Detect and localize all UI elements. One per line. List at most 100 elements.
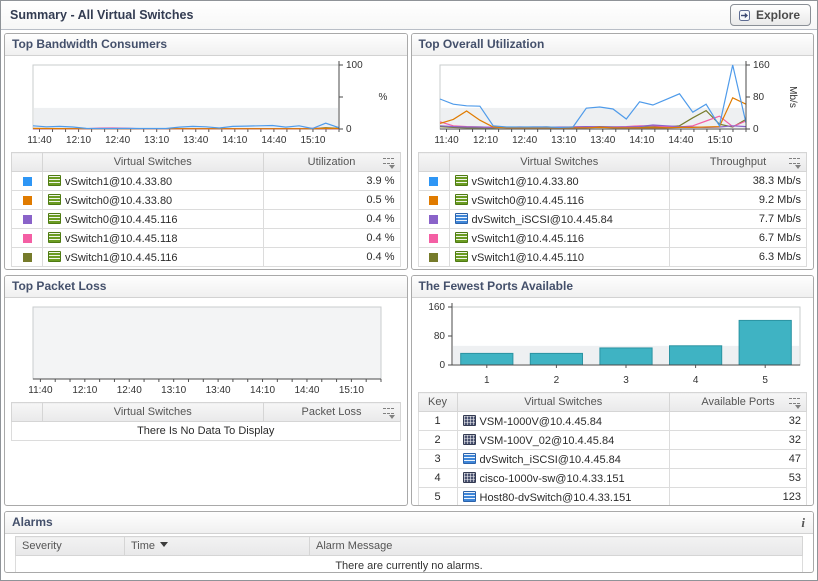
column-header-available-ports[interactable]: Available Ports [669, 392, 807, 412]
no-data-message: There Is No Data To Display [11, 421, 401, 441]
switch-name[interactable]: vSwitch1@10.4.45.110 [471, 251, 584, 264]
svg-text:12:40: 12:40 [117, 385, 142, 396]
svg-text:3: 3 [623, 375, 629, 386]
table-row-empty: There are currently no alarms. [15, 555, 803, 572]
panel-title: Alarms i [5, 512, 813, 534]
switch-name[interactable]: VSM-100V_02@10.4.45.84 [479, 434, 615, 447]
svg-text:15:10: 15:10 [707, 135, 732, 146]
svg-text:%: % [379, 92, 388, 103]
table-row[interactable]: vSwitch1@10.4.45.116 0.4 % [11, 247, 401, 267]
column-header-severity[interactable]: Severity [15, 536, 125, 556]
panel-top-packet-loss: Top Packet Loss 11:40 12:10 12:40 13:10 13:4… [4, 275, 408, 506]
row-key: 2 [417, 430, 458, 450]
column-header-packet-loss[interactable]: Packet Loss [262, 402, 401, 422]
swatch-column-header [11, 152, 43, 172]
svg-text:160: 160 [428, 302, 445, 313]
no-alarms-message: There are currently no alarms. [15, 555, 803, 572]
packet-loss-chart[interactable]: 11:40 12:10 12:40 13:10 13:40 14:10 14:40 15:10 [7, 299, 403, 401]
column-header-virtual-switches[interactable]: Virtual Switches [42, 152, 264, 172]
table-row[interactable]: vSwitch1@10.4.45.118 0.4 % [11, 228, 401, 248]
row-value: 32 [669, 430, 807, 450]
ports-table: Key Virtual Switches Available Ports 1 VS… [417, 392, 807, 505]
table-row[interactable]: vSwitch0@10.4.45.116 0.4 % [11, 209, 401, 229]
table-row[interactable]: dvSwitch_iSCSI@10.4.45.84 7.7 Mb/s [417, 209, 807, 229]
switch-name[interactable]: Host80-dvSwitch@10.4.33.151 [479, 491, 632, 504]
svg-text:14:10: 14:10 [222, 135, 247, 146]
row-value: 38.3 Mb/s [669, 171, 807, 191]
column-header-key[interactable]: Key [417, 392, 458, 412]
svg-text:80: 80 [753, 92, 765, 103]
column-header-utilization[interactable]: Utilization [262, 152, 401, 172]
vswitch-cisco-icon [462, 433, 476, 445]
table-options-icon[interactable] [382, 157, 397, 169]
switch-name[interactable]: cisco-1000v-sw@10.4.33.151 [479, 472, 625, 485]
vswitch-standard-icon [454, 231, 468, 243]
row-value: 53 [669, 468, 807, 488]
utilization-line-chart[interactable]: 11:40 12:10 12:40 13:10 13:40 14:10 14:40 15:10… [414, 57, 810, 151]
switch-name[interactable]: vSwitch1@10.4.33.80 [65, 175, 173, 188]
column-header-virtual-switches[interactable]: Virtual Switches [456, 392, 670, 412]
switch-name[interactable]: vSwitch0@10.4.45.116 [65, 213, 178, 226]
svg-text:80: 80 [433, 331, 445, 342]
svg-text:12:10: 12:10 [72, 385, 97, 396]
svg-text:12:10: 12:10 [473, 135, 498, 146]
explore-button[interactable]: Explore [729, 4, 811, 26]
row-value: 0.4 % [262, 247, 401, 267]
panel-fewest-ports-available: The Fewest Ports Available 0 80 160 1 2 3 4 5 K… [410, 275, 814, 506]
vswitch-standard-icon [48, 231, 61, 243]
info-icon[interactable]: i [801, 515, 805, 530]
table-row[interactable]: 1 VSM-1000V@10.4.45.84 32 [417, 411, 807, 431]
page-title: Summary - All Virtual Switches [10, 8, 194, 22]
panel-title: The Fewest Ports Available [411, 276, 813, 298]
svg-text:12:40: 12:40 [512, 135, 537, 146]
switch-name[interactable]: dvSwitch_iSCSI@10.4.45.84 [471, 213, 613, 226]
column-header-virtual-switches[interactable]: Virtual Switches [448, 152, 670, 172]
column-header-time[interactable]: Time [124, 536, 310, 556]
panel-title: Top Overall Utilization [411, 34, 813, 56]
svg-text:13:10: 13:10 [551, 135, 576, 146]
switch-name[interactable]: dvSwitch_iSCSI@10.4.45.84 [479, 453, 621, 466]
table-row[interactable]: 4 cisco-1000v-sw@10.4.33.151 53 [417, 468, 807, 488]
table-row-empty: There Is No Data To Display [11, 421, 401, 441]
table-row[interactable]: vSwitch1@10.4.33.80 3.9 % [11, 171, 401, 191]
table-options-icon[interactable] [382, 407, 397, 419]
svg-text:15:10: 15:10 [339, 385, 364, 396]
vswitch-standard-icon [48, 212, 61, 224]
switch-name[interactable]: vSwitch1@10.4.45.118 [65, 232, 178, 245]
dashboard-header: Summary - All Virtual Switches Explore [1, 1, 817, 30]
switch-name[interactable]: vSwitch0@10.4.33.80 [65, 194, 173, 207]
panel-alarms: Alarms i Severity Time Alarm Message The… [4, 511, 814, 573]
row-value: 0.4 % [262, 228, 401, 248]
table-row[interactable]: 2 VSM-100V_02@10.4.45.84 32 [417, 430, 807, 450]
vswitch-standard-icon [454, 193, 468, 205]
available-ports-bar-chart[interactable]: 0 80 160 1 2 3 4 5 [414, 299, 810, 391]
svg-text:0: 0 [753, 124, 759, 135]
explore-label: Explore [755, 8, 800, 22]
row-value: 47 [669, 449, 807, 469]
column-header-virtual-switches[interactable]: Virtual Switches [42, 402, 264, 422]
switch-name[interactable]: vSwitch1@10.4.45.116 [65, 251, 178, 264]
table-row[interactable]: vSwitch0@10.4.45.116 9.2 Mb/s [417, 190, 807, 210]
switch-name[interactable]: VSM-1000V@10.4.45.84 [479, 415, 602, 428]
table-options-icon[interactable] [789, 157, 803, 169]
svg-text:13:40: 13:40 [590, 135, 615, 146]
table-row[interactable]: vSwitch1@10.4.45.116 6.7 Mb/s [417, 228, 807, 248]
table-row[interactable]: 3 dvSwitch_iSCSI@10.4.45.84 47 [417, 449, 807, 469]
table-row[interactable]: vSwitch1@10.4.33.80 38.3 Mb/s [417, 171, 807, 191]
panel-title: Top Packet Loss [5, 276, 407, 298]
series-color-swatch [22, 176, 32, 186]
table-row[interactable]: vSwitch1@10.4.45.110 6.3 Mb/s [417, 247, 807, 267]
switch-name[interactable]: vSwitch0@10.4.45.116 [471, 194, 584, 207]
switch-name[interactable]: vSwitch1@10.4.45.116 [471, 232, 584, 245]
bandwidth-line-chart[interactable]: 11:40 12:10 12:40 13:10 13:40 14:10 14:40 15:10… [7, 57, 403, 151]
column-header-throughput[interactable]: Throughput [669, 152, 807, 172]
svg-text:14:40: 14:40 [261, 135, 286, 146]
table-options-icon[interactable] [789, 397, 803, 409]
table-row[interactable]: vSwitch0@10.4.33.80 0.5 % [11, 190, 401, 210]
table-row[interactable]: 5 Host80-dvSwitch@10.4.33.151 123 [417, 487, 807, 505]
packet-loss-table: Virtual Switches Packet Loss There Is No… [11, 402, 401, 441]
svg-text:13:40: 13:40 [206, 385, 231, 396]
switch-name[interactable]: vSwitch1@10.4.33.80 [471, 175, 579, 188]
svg-text:12:40: 12:40 [105, 135, 130, 146]
column-header-alarm-message[interactable]: Alarm Message [309, 536, 803, 556]
